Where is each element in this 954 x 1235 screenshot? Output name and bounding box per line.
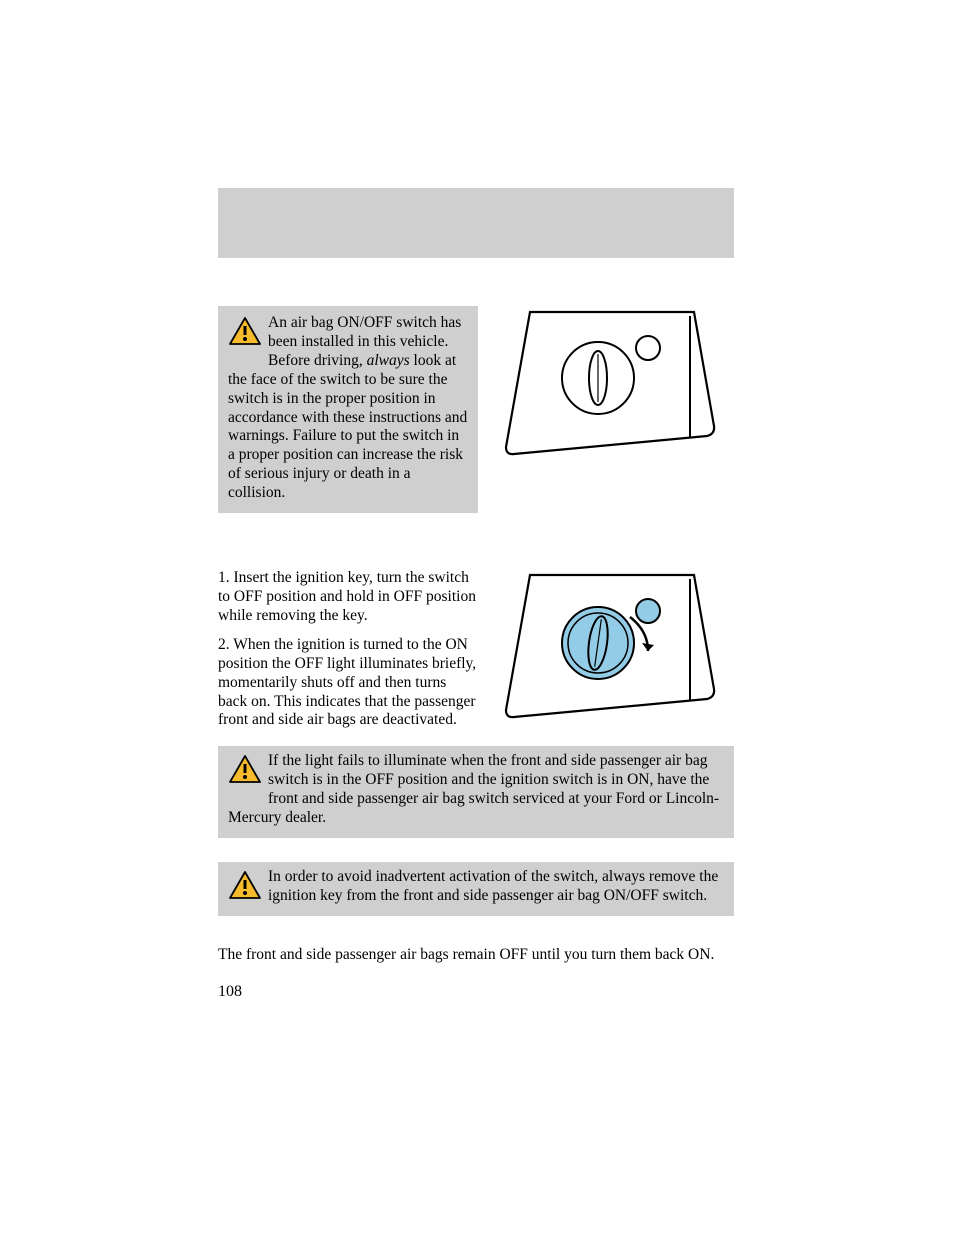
warning-triangle-icon	[228, 754, 262, 790]
row-steps-and-diagram-2: 1. Insert the ignition key, turn the swi…	[218, 569, 734, 740]
row-warning-and-diagram-1: An air bag ON/OFF switch has been instal…	[218, 306, 734, 513]
warning-box-light-fail: If the light fails to illuminate when th…	[218, 746, 734, 838]
diagram-switch-off-state	[500, 306, 724, 461]
page-number: 108	[218, 983, 734, 1001]
warning-box-remove-key: In order to avoid inadvertent activation…	[218, 862, 734, 916]
warning-triangle-icon	[228, 316, 262, 352]
warning3-text: In order to avoid inadvertent activation…	[268, 868, 718, 904]
footer-note: The front and side passenger air bags re…	[218, 946, 734, 965]
warning-triangle-icon	[228, 870, 262, 906]
steps-column: 1. Insert the ignition key, turn the swi…	[218, 569, 478, 740]
step-2-text: 2. When the ignition is turned to the ON…	[218, 636, 478, 731]
diagram-switch-on-state	[500, 569, 724, 724]
warning1-text-after: look at the face of the switch to be sur…	[228, 352, 467, 501]
warning-box-airbag-switch: An air bag ON/OFF switch has been instal…	[218, 306, 478, 513]
step-1-text: 1. Insert the ignition key, turn the swi…	[218, 569, 478, 626]
warning1-italic: always	[367, 352, 410, 369]
warning2-text: If the light fails to illuminate when th…	[228, 752, 719, 826]
